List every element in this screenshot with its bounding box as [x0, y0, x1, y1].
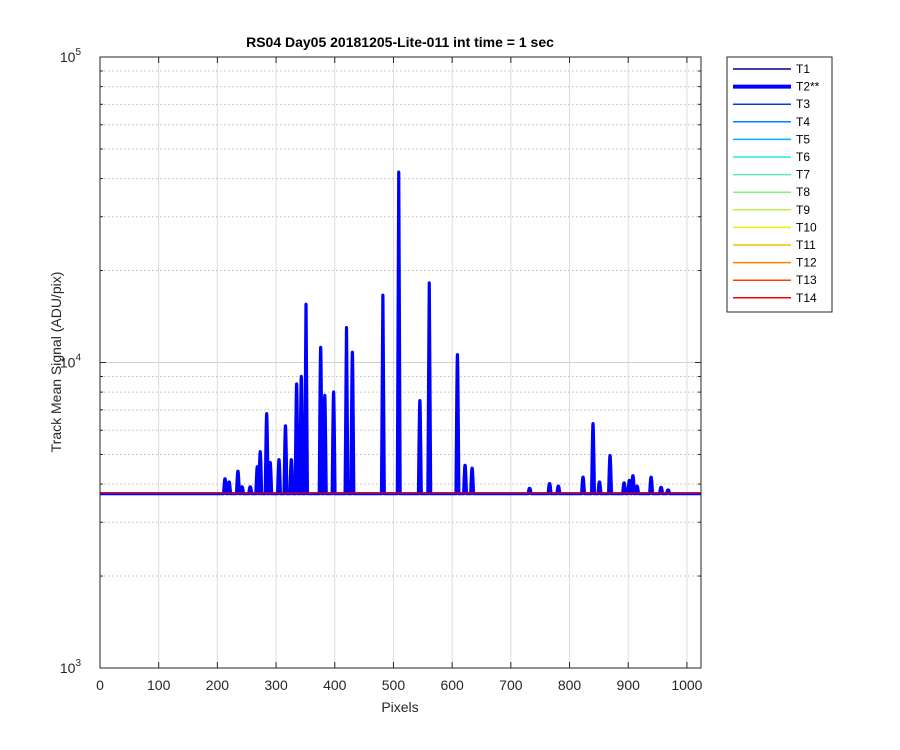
legend-label: T5 [796, 132, 810, 146]
x-tick-label: 400 [323, 677, 347, 693]
x-axis-label: Pixels [381, 699, 418, 715]
x-tick-label: 0 [96, 677, 104, 693]
legend-label: T14 [796, 291, 817, 305]
legend-item-t12[interactable]: T12 [733, 256, 817, 270]
y-tick-label: 105 [60, 47, 82, 65]
legend-item-t9[interactable]: T9 [733, 203, 810, 217]
legend-label: T1 [796, 62, 810, 76]
legend-label: T10 [796, 220, 817, 234]
x-tick-label: 700 [499, 677, 523, 693]
legend[interactable]: T1 T2** T3 T4 T5 T6 T7 T8 T9 T10 T11 T12 T13 T14 [726, 56, 833, 313]
series-layer [100, 170, 701, 496]
y-tick-exponent: 5 [75, 47, 81, 58]
y-tick-exponent: 3 [75, 658, 81, 669]
legend-label: T6 [796, 150, 810, 164]
legend-item-t8[interactable]: T8 [733, 185, 810, 199]
y-tick-label: 103 [60, 658, 82, 676]
legend-label: T4 [796, 115, 810, 129]
x-tick-label: 300 [264, 677, 288, 693]
legend-item-t11[interactable]: T11 [733, 238, 816, 252]
legend-item-t5[interactable]: T5 [733, 132, 810, 146]
legend-label: T9 [796, 203, 810, 217]
x-tick-label: 600 [440, 677, 464, 693]
legend-item-t4[interactable]: T4 [733, 115, 810, 129]
legend-label: T11 [796, 238, 816, 252]
legend-item-t14[interactable]: T14 [733, 291, 817, 305]
y-tick-base: 10 [60, 355, 76, 371]
legend-label: T12 [796, 256, 817, 270]
x-tick-label: 900 [617, 677, 641, 693]
legend-item-t7[interactable]: T7 [733, 168, 810, 182]
legend-item-t13[interactable]: T13 [733, 273, 817, 287]
legend-item-t10[interactable]: T10 [733, 220, 817, 234]
y-tick-label: 104 [60, 353, 82, 371]
x-tick-label: 200 [206, 677, 230, 693]
y-tick-exponent: 4 [75, 353, 81, 364]
legend-item-t6[interactable]: T6 [733, 150, 810, 164]
legend-label: T3 [796, 97, 810, 111]
legend-label: T2** [796, 80, 820, 94]
x-tick-label: 100 [147, 677, 171, 693]
series-line-t2 [100, 170, 701, 496]
y-axis-label: Track Mean Signal (ADU/pix) [48, 272, 64, 453]
x-tick-label: 800 [558, 677, 582, 693]
legend-item-t3[interactable]: T3 [733, 97, 810, 111]
legend-label: T13 [796, 273, 817, 287]
y-tick-base: 10 [60, 49, 76, 65]
x-tick-label: 500 [382, 677, 406, 693]
legend-box [726, 56, 833, 313]
y-tick-base: 10 [60, 660, 76, 676]
legend-item-t2[interactable]: T2** [733, 80, 820, 94]
legend-label: T8 [796, 185, 810, 199]
legend-label: T7 [796, 168, 810, 182]
ticks: 0 100 200 300 400 500 600 700 800 900 100010310410… [60, 47, 703, 693]
legend-item-t1[interactable]: T1 [733, 62, 810, 76]
chart-title: RS04 Day05 20181205-Lite-011 int time = … [246, 34, 554, 50]
x-tick-label: 1000 [671, 677, 702, 693]
